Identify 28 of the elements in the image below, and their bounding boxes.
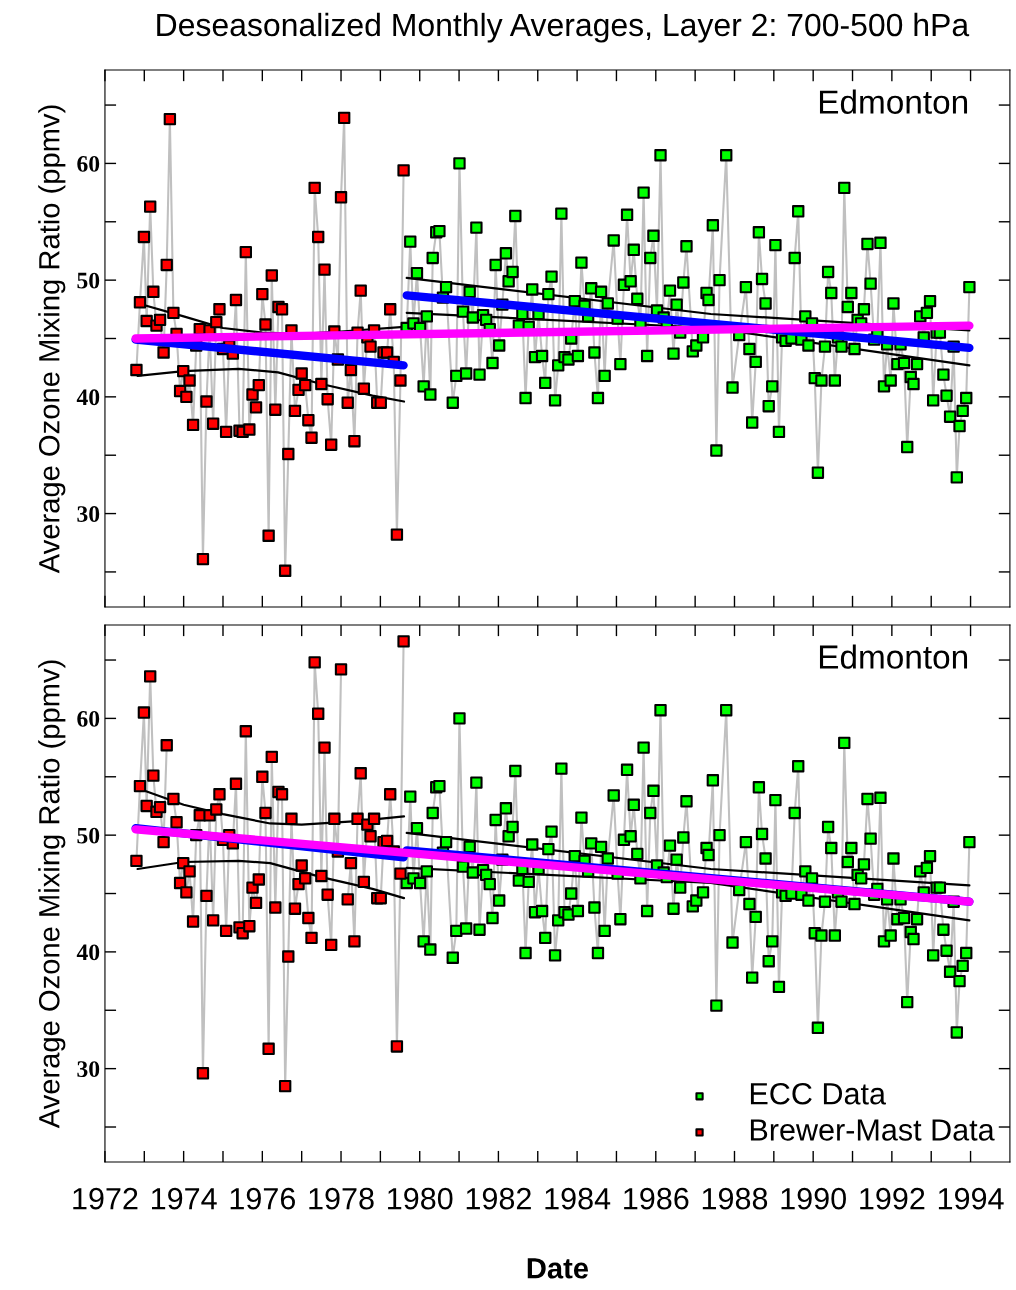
x-tick-label: 1994 [938, 1187, 1004, 1210]
x-tick-label: 1978 [309, 1187, 374, 1210]
chart-title: Deseasonalized Monthly Averages, Layer 2: 700-500 hPa [157, 12, 970, 43]
annotation: Edmonton [819, 644, 968, 669]
y-tick-label: 50 [77, 827, 100, 844]
y-tick-label: 50 [77, 272, 100, 289]
y-tick-label: 60 [77, 155, 100, 172]
x-tick-label: 1980 [388, 1187, 453, 1210]
x-tick-label: 1988 [702, 1187, 768, 1210]
x-tick-label: 1990 [781, 1187, 846, 1210]
legend-label: ECC Data [750, 1082, 886, 1105]
y-axis-title: Average Ozone Mixing Ratio (ppmv) [38, 660, 66, 1129]
y-tick-label: 60 [77, 710, 100, 727]
x-axis-title: Date [527, 1258, 589, 1279]
y-tick-label: 40 [76, 389, 100, 406]
y-tick-label: 30 [77, 506, 100, 522]
x-tick-label: 1972 [73, 1187, 138, 1210]
x-tick-label: 1982 [466, 1187, 531, 1210]
x-tick-label: 1976 [230, 1187, 295, 1210]
y-tick-label: 30 [77, 1061, 100, 1078]
y-axis-title: Average Ozone Mixing Ratio (ppmv) [38, 105, 66, 574]
x-tick-label: 1984 [545, 1187, 611, 1210]
legend-label: Brewer-Mast Data [750, 1119, 995, 1141]
annotation: Edmonton [819, 89, 968, 114]
x-tick-label: 1992 [860, 1187, 925, 1210]
x-tick-label: 1986 [624, 1187, 689, 1210]
y-tick-label: 40 [76, 944, 100, 961]
x-tick-label: 1974 [151, 1187, 217, 1210]
